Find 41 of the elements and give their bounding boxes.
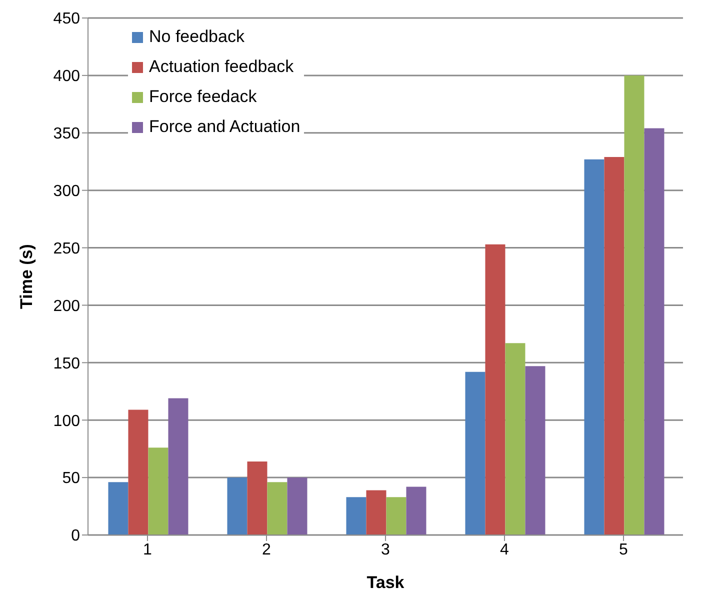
bar bbox=[485, 244, 506, 535]
legend-label: Force and Actuation bbox=[149, 117, 300, 137]
bar bbox=[128, 410, 148, 535]
y-tick-label: 450 bbox=[53, 10, 80, 28]
y-tick-label: 300 bbox=[53, 183, 80, 200]
bar bbox=[168, 398, 188, 535]
y-tick-label: 200 bbox=[53, 298, 80, 315]
bar bbox=[525, 366, 546, 535]
x-tick-label: 3 bbox=[381, 541, 390, 558]
y-tick-label: 250 bbox=[53, 240, 80, 258]
bar bbox=[227, 478, 248, 535]
y-tick-label: 150 bbox=[53, 355, 80, 372]
bar bbox=[406, 486, 426, 535]
bar bbox=[604, 157, 624, 535]
y-tick-label: 100 bbox=[53, 412, 80, 430]
x-tick-label: 5 bbox=[619, 541, 628, 558]
bar bbox=[584, 159, 604, 535]
bar bbox=[346, 497, 366, 535]
bar bbox=[108, 482, 128, 535]
legend-label: Force feedack bbox=[149, 87, 257, 107]
legend-label: Actuation feedback bbox=[149, 57, 294, 77]
y-tick-label: 350 bbox=[53, 126, 80, 143]
bar bbox=[247, 461, 268, 535]
y-tick-label: 400 bbox=[53, 68, 80, 86]
bar bbox=[505, 343, 526, 535]
bar bbox=[366, 490, 386, 535]
y-axis-title: Time (s) bbox=[17, 244, 36, 309]
bar bbox=[465, 372, 486, 535]
x-tick-label: 4 bbox=[500, 541, 510, 558]
x-tick-label: 2 bbox=[262, 541, 272, 558]
y-tick-label: 0 bbox=[71, 528, 80, 545]
y-tick-label: 50 bbox=[62, 470, 80, 488]
x-tick-label: 1 bbox=[143, 541, 152, 558]
bar bbox=[624, 75, 644, 535]
bar bbox=[644, 128, 664, 535]
bar bbox=[287, 478, 308, 535]
bar bbox=[267, 482, 288, 535]
legend-label: No feedback bbox=[149, 27, 244, 47]
bar bbox=[148, 448, 168, 535]
x-axis-title: Task bbox=[366, 573, 405, 592]
bar bbox=[386, 497, 406, 535]
